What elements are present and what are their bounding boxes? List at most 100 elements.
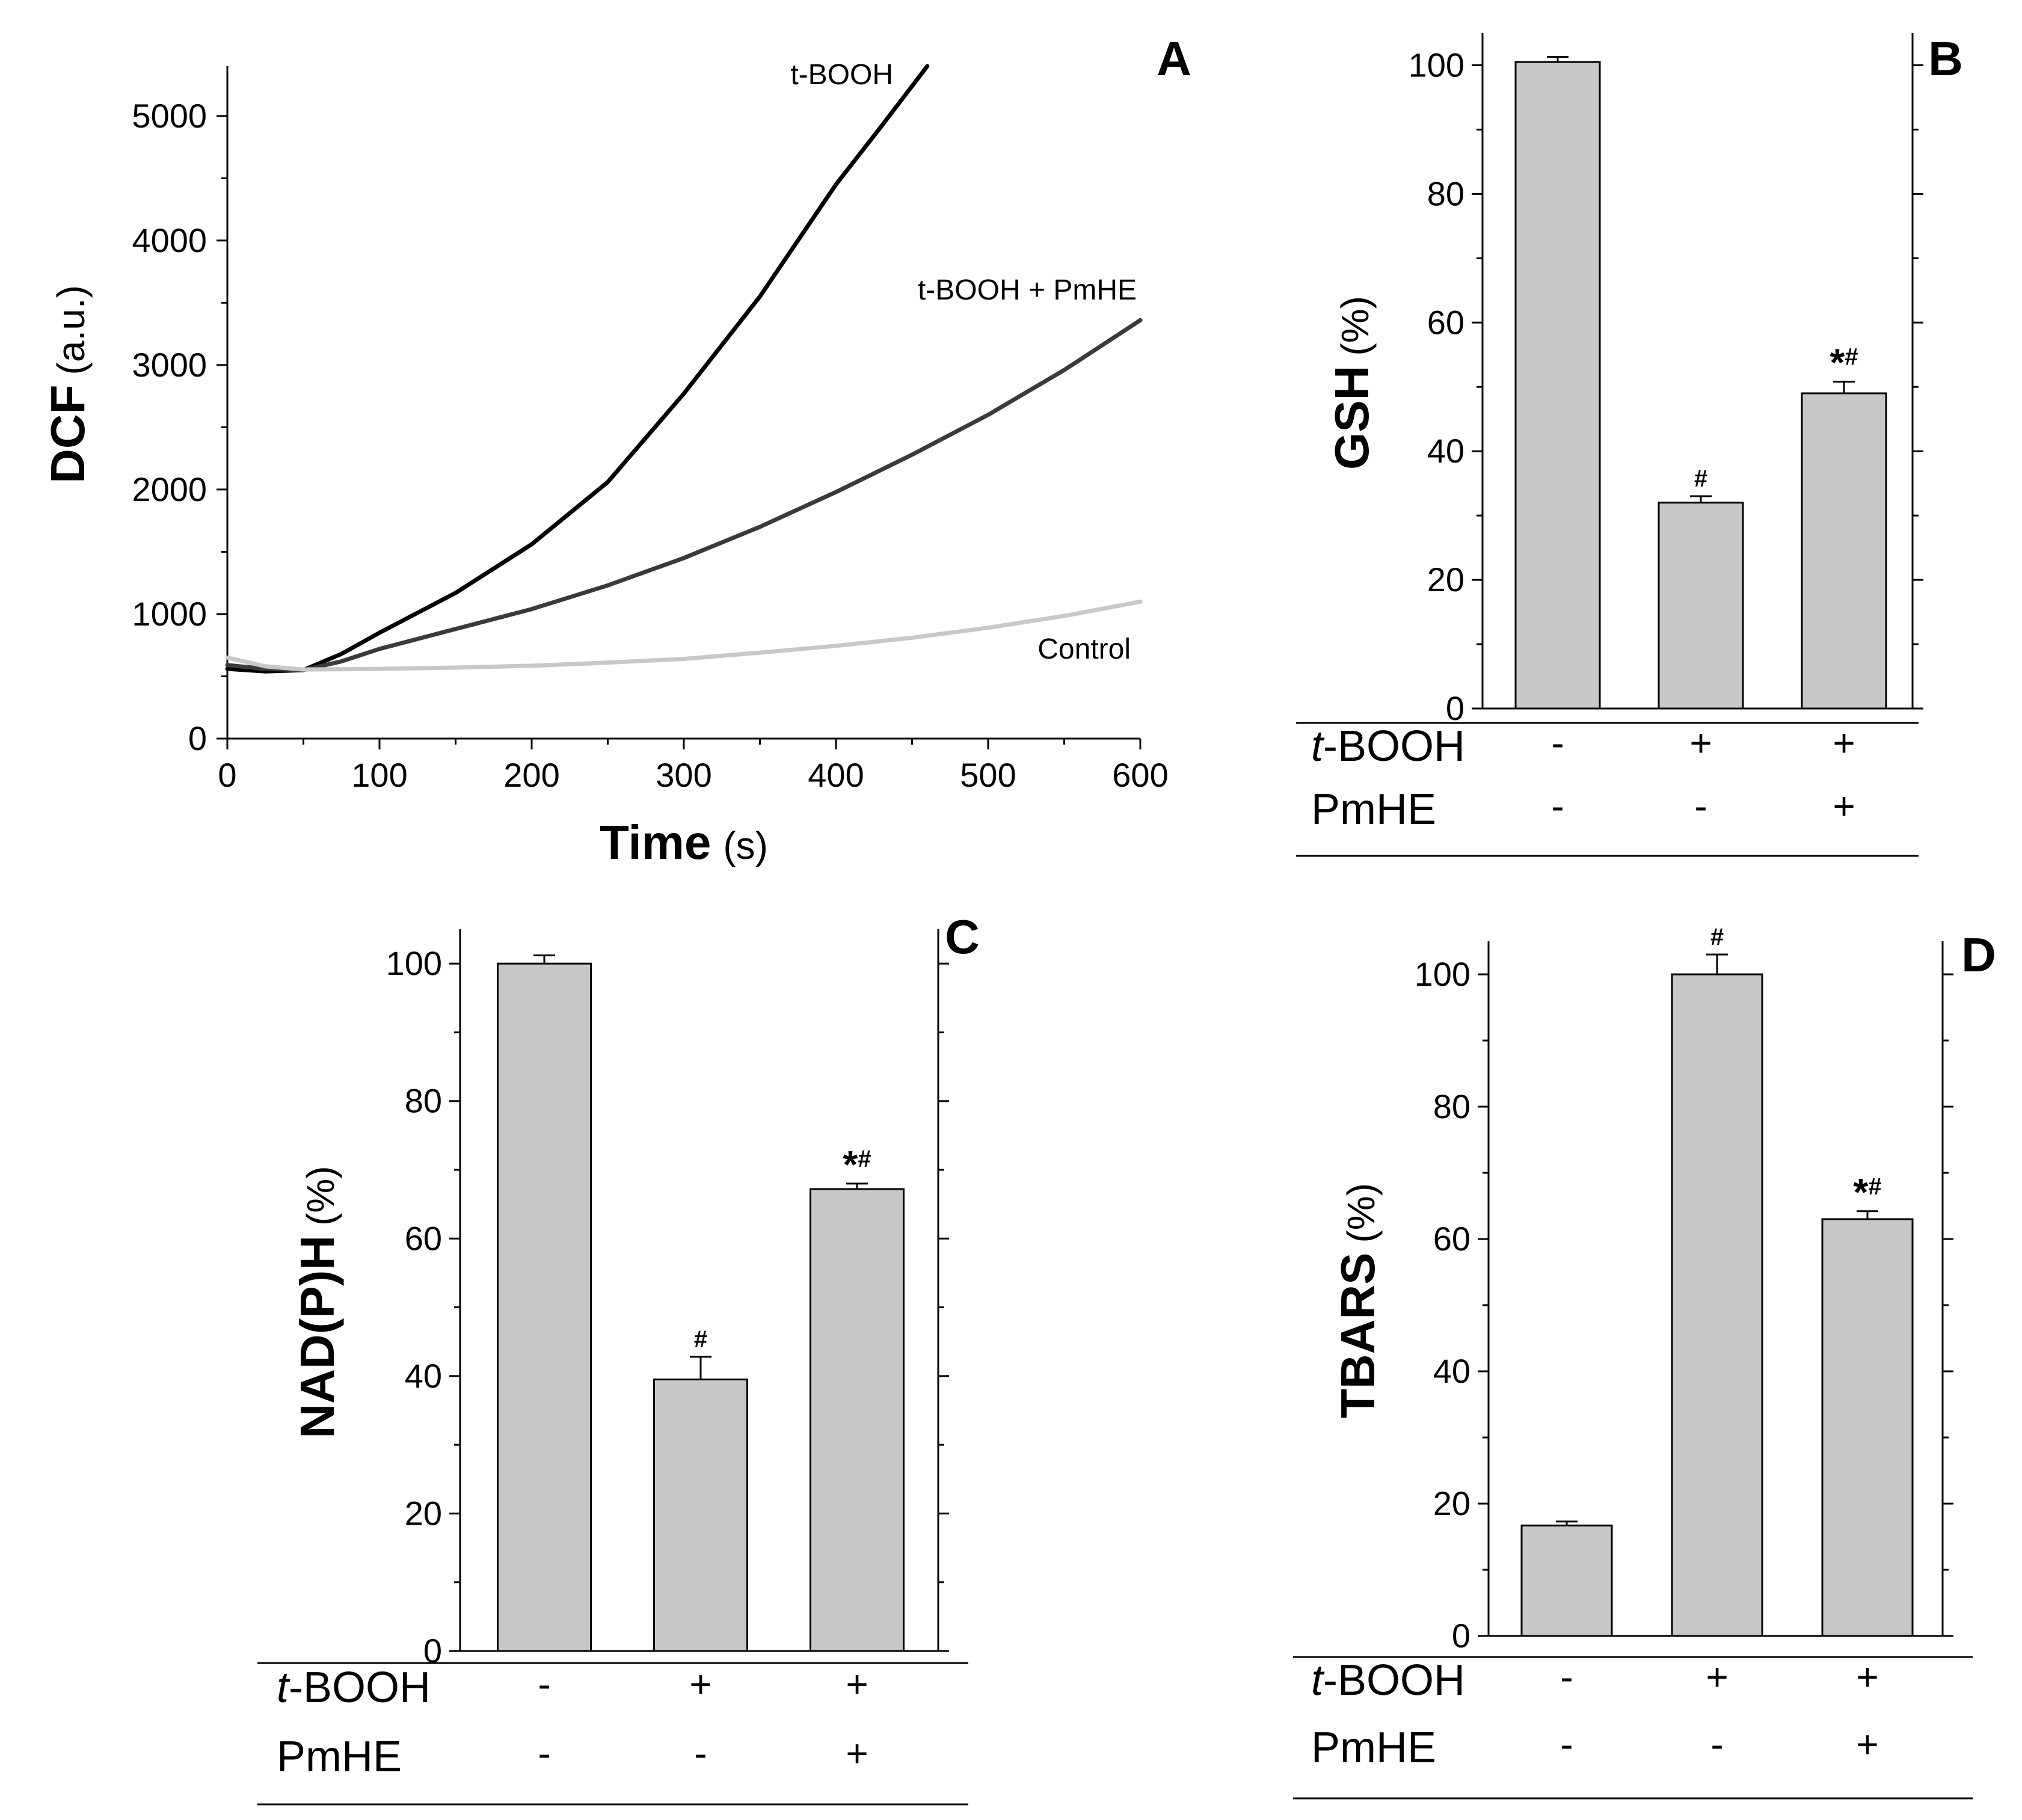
condition-label-prefix: t	[1311, 722, 1325, 770]
significance-hash: #	[1845, 344, 1858, 370]
significance-star: *	[843, 1143, 858, 1186]
condition-label-prefix: t	[1311, 1656, 1325, 1705]
panel-a-dcf-line-chart: 0 1000 2000 3000 4000 5000 0 100 200 300 400 500 600…	[41, 32, 1191, 869]
x-tick-label: 400	[808, 756, 864, 794]
series-label-t-booh: t-BOOH	[790, 59, 893, 91]
condition-label-prefix: t	[277, 1664, 290, 1712]
significance-hash: #	[858, 1146, 871, 1172]
x-axis-title-unit: (s)	[723, 824, 768, 867]
y-axis-title-unit: (a.u.)	[49, 285, 93, 375]
x-tick-label: 0	[218, 756, 236, 794]
y-tick-label: 4000	[132, 221, 207, 259]
condition-label-text: PmHE	[277, 1733, 402, 1781]
y-axis-title-unit: (%)	[1333, 296, 1377, 356]
y-tick-label: 40	[1427, 432, 1464, 470]
bar	[1520, 1524, 1613, 1637]
y-tick-label: 100	[1409, 46, 1464, 84]
condition-sign: -	[1560, 1723, 1573, 1766]
x-axis-title: Time (s)	[600, 816, 768, 869]
bar	[497, 962, 592, 1652]
significance-mark: #	[694, 1326, 707, 1353]
significance-mark: *#	[843, 1143, 871, 1186]
panel-letter: D	[1961, 928, 1996, 982]
condition-label-text: PmHE	[1311, 785, 1436, 834]
condition-label-pmhe: PmHE	[1311, 785, 1436, 834]
series-line-control	[225, 599, 1143, 672]
condition-sign: -	[538, 1732, 550, 1775]
condition-sign: +	[1856, 1655, 1878, 1699]
y-tick-label: 100	[1415, 955, 1470, 993]
panel-letter: A	[1157, 32, 1191, 85]
y-axis-title-main: DCF	[41, 384, 94, 483]
significance-hash: #	[1868, 1173, 1881, 1200]
y-tick-label: 20	[1427, 561, 1464, 598]
y-axis-title-main: GSH	[1325, 366, 1378, 470]
y-tick-label: 1000	[132, 595, 207, 633]
condition-label-pmhe: PmHE	[277, 1733, 402, 1781]
condition-sign: +	[1689, 721, 1712, 764]
y-axis-title: DCF (a.u.)	[41, 285, 94, 484]
condition-label-text: -BOOH	[1323, 722, 1465, 770]
condition-sign: +	[1833, 721, 1855, 764]
condition-sign: +	[1833, 784, 1855, 828]
y-axis-title-main: NAD(P)H	[290, 1235, 344, 1439]
panel-letter: C	[945, 910, 980, 964]
x-tick-label: 200	[503, 756, 559, 794]
significance-mark: *#	[1853, 1170, 1881, 1214]
condition-label-booh: t-BOOH	[277, 1664, 431, 1712]
bar	[810, 1188, 905, 1652]
y-tick-label: 20	[1433, 1484, 1470, 1522]
condition-sign: -	[1560, 1655, 1573, 1699]
condition-sign: +	[1856, 1723, 1878, 1766]
y-tick-label: 80	[1433, 1087, 1470, 1125]
panel-letter: B	[1928, 32, 1963, 85]
series-label-t-booh-pmhe: t-BOOH + PmHE	[918, 274, 1137, 306]
condition-label-text: -BOOH	[289, 1664, 431, 1712]
y-tick-label: 2000	[132, 470, 207, 508]
x-tick-label: 100	[351, 756, 407, 794]
x-tick-label: 300	[656, 756, 711, 794]
significance-mark: #	[1694, 466, 1707, 492]
y-axis-title: TBARS (%)	[1331, 1183, 1384, 1418]
y-tick-label: 60	[1433, 1220, 1470, 1258]
y-axis-title-main: TBARS	[1331, 1252, 1384, 1418]
x-tick-label: 600	[1112, 756, 1168, 794]
condition-sign: -	[694, 1732, 707, 1775]
y-tick-label: 60	[405, 1219, 442, 1257]
bar	[1671, 973, 1763, 1637]
significance-mark: #	[1710, 924, 1724, 950]
series-line-t-booh-pmhe	[225, 318, 1143, 672]
condition-sign: +	[846, 1732, 868, 1775]
y-tick-label: 20	[405, 1494, 442, 1532]
condition-sign: -	[1694, 784, 1707, 828]
y-tick-label: 0	[1452, 1617, 1470, 1655]
bar	[1514, 61, 1601, 710]
y-tick-label: 5000	[132, 97, 207, 135]
bar	[1801, 392, 1887, 710]
y-tick-label: 60	[1427, 303, 1464, 341]
condition-sign: +	[846, 1662, 868, 1706]
significance-star: *	[1830, 341, 1845, 384]
series-line-t-booh	[225, 64, 930, 674]
condition-sign: -	[1710, 1723, 1723, 1766]
y-tick-label: 0	[1446, 689, 1464, 727]
y-tick-label: 100	[386, 944, 442, 982]
significance-star: *	[1853, 1170, 1868, 1214]
y-axis-title: NAD(P)H (%)	[290, 1166, 344, 1438]
condition-sign: +	[689, 1662, 711, 1706]
condition-label-text: PmHE	[1311, 1724, 1436, 1772]
condition-label-pmhe: PmHE	[1311, 1724, 1436, 1772]
series-label-control: Control	[1037, 633, 1131, 665]
y-tick-label: 80	[405, 1082, 442, 1120]
bar	[1658, 502, 1744, 710]
bar	[1821, 1218, 1914, 1637]
y-axis-title-unit: (%)	[1339, 1183, 1383, 1243]
y-tick-label: 40	[405, 1357, 442, 1395]
condition-label-text: -BOOH	[1323, 1656, 1465, 1705]
y-tick-label: 0	[188, 719, 207, 757]
y-axis-title-unit: (%)	[299, 1166, 342, 1226]
